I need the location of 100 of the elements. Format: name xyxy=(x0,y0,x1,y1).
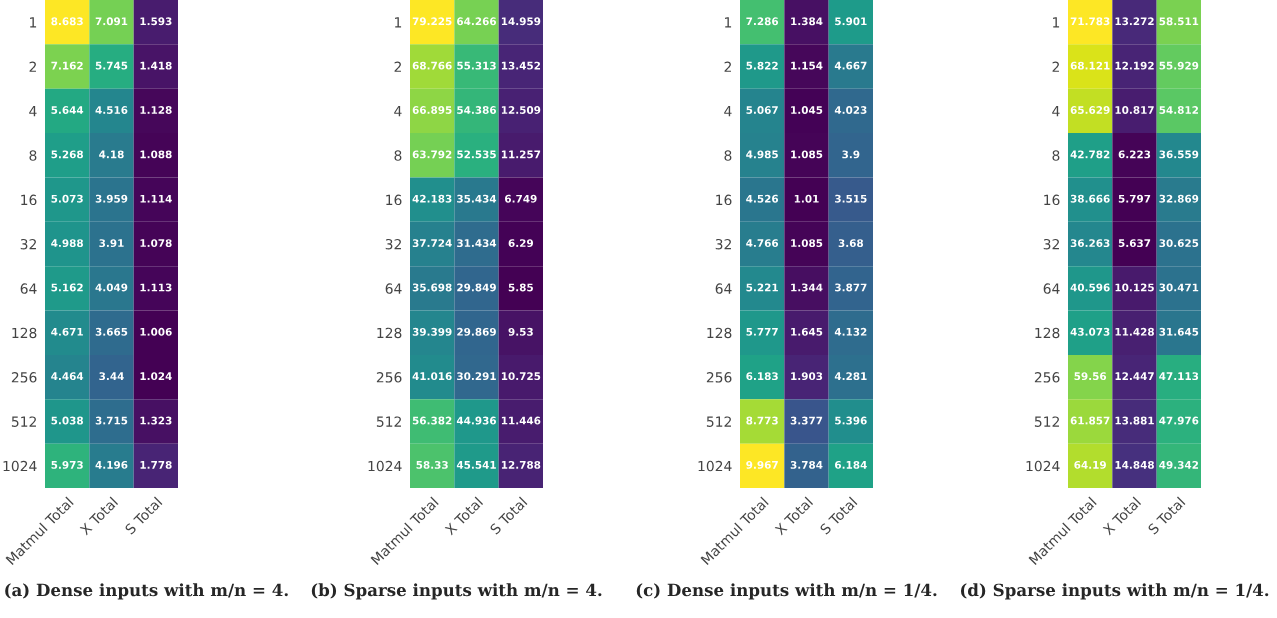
y-tick-label: 64 xyxy=(385,283,402,294)
data-label: 8.683 xyxy=(51,17,83,26)
data-label: 64.19 xyxy=(1074,460,1106,469)
data-label: 7.162 xyxy=(51,61,83,70)
y-tick-label: 4 xyxy=(394,106,402,117)
y-tick-label: 64 xyxy=(20,283,37,294)
data-label: 12.447 xyxy=(1115,372,1154,380)
data-label: 5.162 xyxy=(51,283,83,292)
data-label: 14.848 xyxy=(1115,460,1154,469)
data-label: 4.667 xyxy=(834,61,867,70)
data-label: 79.225 xyxy=(412,17,452,26)
data-label: 5.901 xyxy=(835,17,867,26)
data-label: 1.384 xyxy=(791,17,823,26)
data-label: 5.85 xyxy=(508,283,533,292)
data-label: 3.68 xyxy=(838,239,864,248)
data-label: 4.526 xyxy=(746,194,779,203)
data-label: 5.221 xyxy=(746,283,778,292)
data-label: 58.511 xyxy=(1159,17,1199,26)
data-label: 47.976 xyxy=(1159,416,1199,425)
y-tick-label: 32 xyxy=(715,238,731,250)
y-tick-label: 32 xyxy=(1043,238,1059,250)
data-label: 39.399 xyxy=(412,327,452,336)
data-label: 5.644 xyxy=(51,106,84,114)
data-label: 5.973 xyxy=(51,460,83,469)
data-label: 1.154 xyxy=(791,61,823,70)
data-label: 43.073 xyxy=(1070,327,1110,336)
data-label: 61.857 xyxy=(1070,416,1110,425)
data-label: 5.822 xyxy=(746,61,778,70)
y-tick-label: 8 xyxy=(29,150,37,161)
y-tick-label: 4 xyxy=(724,106,732,117)
data-label: 4.049 xyxy=(95,283,128,292)
data-label: 3.515 xyxy=(835,194,867,203)
data-label: 49.342 xyxy=(1159,460,1199,469)
data-label: 1.903 xyxy=(791,372,823,381)
data-label: 52.535 xyxy=(457,150,496,159)
data-label: 1.593 xyxy=(140,17,172,26)
text: (c) Dense inputs with m/n = 1/4. xyxy=(636,583,937,600)
y-tick-label: 2 xyxy=(1052,61,1059,72)
data-label: 11.428 xyxy=(1115,327,1154,336)
y-tick-label: 32 xyxy=(385,238,401,250)
data-label: 3.877 xyxy=(835,283,867,292)
y-tick-label: 64 xyxy=(715,283,732,294)
data-label: 3.959 xyxy=(95,194,128,203)
y-tick-label: 1024 xyxy=(698,460,732,472)
data-label: 9.967 xyxy=(746,460,778,469)
data-label: 59.56 xyxy=(1074,372,1107,381)
data-label: 7.091 xyxy=(95,17,128,26)
data-label: 1.006 xyxy=(140,327,172,336)
data-label: 54.386 xyxy=(457,106,497,114)
data-label: 68.121 xyxy=(1070,61,1110,70)
y-tick-label: 128 xyxy=(707,327,732,339)
y-tick-label: 1 xyxy=(30,17,37,28)
data-label: 4.281 xyxy=(834,372,867,381)
y-tick-label: 1024 xyxy=(368,460,402,472)
data-label: 1.344 xyxy=(791,283,823,292)
y-tick-label: 512 xyxy=(1034,416,1059,427)
y-tick-label: 256 xyxy=(706,372,732,383)
y-tick-label: 1 xyxy=(725,17,732,28)
data-label: 4.985 xyxy=(746,150,778,159)
data-label: 36.559 xyxy=(1159,150,1199,159)
data-label: 29.869 xyxy=(457,327,496,336)
data-label: 32.869 xyxy=(1159,194,1199,203)
data-label: 3.44 xyxy=(99,372,124,381)
data-label: 6.223 xyxy=(1118,150,1151,159)
data-label: 44.936 xyxy=(456,416,497,425)
y-tick-label: 16 xyxy=(716,194,732,206)
data-label: 1.078 xyxy=(140,239,172,248)
data-label: 5.637 xyxy=(1118,239,1151,248)
y-tick-label: 256 xyxy=(11,372,37,383)
data-label: 37.724 xyxy=(412,239,452,248)
data-label: 1.024 xyxy=(140,372,172,381)
data-label: 12.509 xyxy=(501,106,541,114)
y-tick-label: 32 xyxy=(20,238,36,250)
data-label: 4.464 xyxy=(51,372,84,381)
data-label: 58.33 xyxy=(416,460,448,469)
data-label: 6.183 xyxy=(746,372,778,381)
data-label: 5.268 xyxy=(51,150,83,159)
data-label: 30.625 xyxy=(1159,239,1199,248)
data-label: 40.596 xyxy=(1070,283,1110,292)
data-label: 42.183 xyxy=(412,194,452,203)
data-label: 10.125 xyxy=(1115,283,1154,292)
data-label: 4.766 xyxy=(746,239,779,248)
data-label: 3.715 xyxy=(95,416,128,425)
data-label: 5.073 xyxy=(51,194,83,203)
data-label: 5.067 xyxy=(746,106,778,114)
data-label: 1.114 xyxy=(140,194,172,203)
data-label: 9.53 xyxy=(508,327,533,336)
data-label: 6.29 xyxy=(508,239,534,248)
y-tick-label: 256 xyxy=(1034,372,1060,383)
y-tick-label: 2 xyxy=(724,61,731,72)
data-label: 1.085 xyxy=(791,239,823,248)
y-tick-label: 2 xyxy=(29,61,36,72)
data-label: 64.266 xyxy=(457,17,497,26)
data-label: 1.128 xyxy=(140,106,172,114)
text: (d) Sparse inputs with m/n = 1/4. xyxy=(960,583,1269,600)
data-label: 41.016 xyxy=(412,372,452,381)
data-label: 10.725 xyxy=(501,372,541,381)
data-label: 4.18 xyxy=(99,150,124,159)
data-label: 55.313 xyxy=(457,61,496,70)
data-label: 6.184 xyxy=(835,460,867,469)
